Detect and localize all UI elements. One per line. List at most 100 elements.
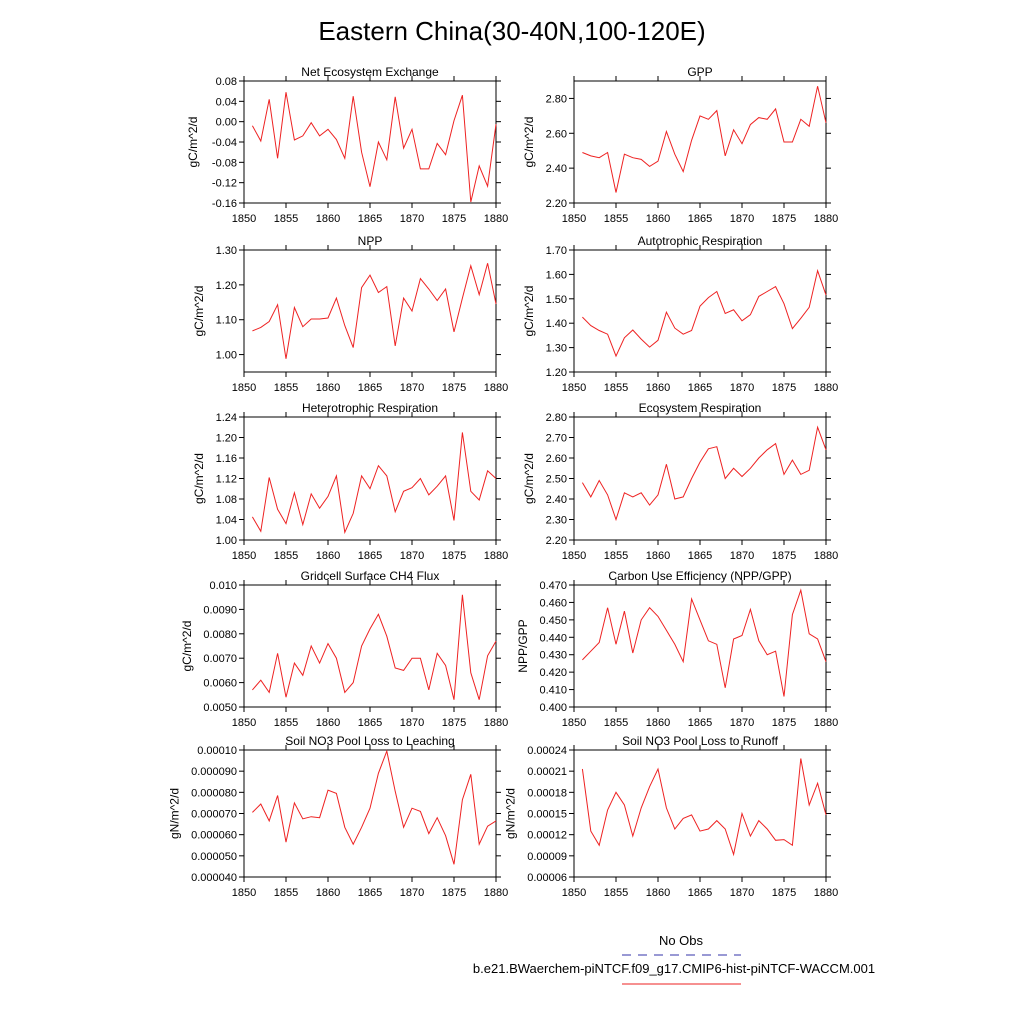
x-tick-label: 1855 xyxy=(604,213,628,225)
x-tick-label: 1870 xyxy=(730,717,754,729)
y-tick-label: 1.24 xyxy=(216,412,237,424)
x-tick-label: 1875 xyxy=(772,717,796,729)
x-tick-label: 1860 xyxy=(646,717,670,729)
x-tick-label: 1865 xyxy=(358,550,382,562)
x-tick-label: 1875 xyxy=(442,550,466,562)
y-tick-label: 2.20 xyxy=(546,198,567,210)
x-tick-label: 1880 xyxy=(484,887,508,899)
y-tick-label: 0.460 xyxy=(539,597,567,609)
x-tick-label: 1855 xyxy=(604,717,628,729)
x-tick-label: 1880 xyxy=(814,550,838,562)
x-tick-label: 1875 xyxy=(442,887,466,899)
y-axis-label: gC/m^2/d xyxy=(522,117,536,168)
y-axis-label: gC/m^2/d xyxy=(522,453,536,504)
panel-title: Gridcell Surface CH4 Flux xyxy=(301,569,440,583)
y-tick-label: 1.04 xyxy=(216,515,237,527)
panel-grid: Net Ecosystem Exchange 1850 1855 1860 1865 18… xyxy=(167,65,838,899)
y-tick-label: 1.20 xyxy=(216,280,237,292)
y-tick-label: 2.20 xyxy=(546,535,567,547)
panel-title: Soil NO3 Pool Loss to Runoff xyxy=(622,734,779,748)
x-tick-label: 1870 xyxy=(730,887,754,899)
y-tick-label: 0.00012 xyxy=(527,830,567,842)
y-tick-label: 1.70 xyxy=(546,245,567,257)
legend-label-no-obs: No Obs xyxy=(659,933,704,948)
legend: No Obs b.e21.BWaerchem-piNTCF.f09_g17.CM… xyxy=(473,933,875,985)
y-tick-label: 0.0090 xyxy=(203,604,237,616)
x-tick-label: 1850 xyxy=(562,550,586,562)
x-tick-label: 1850 xyxy=(562,887,586,899)
y-tick-label: 1.30 xyxy=(546,343,567,355)
y-tick-label: 0.00010 xyxy=(197,745,237,757)
series-line xyxy=(252,594,497,700)
plot-frame xyxy=(573,249,827,373)
x-tick-label: 1865 xyxy=(358,717,382,729)
y-tick-label: 1.60 xyxy=(546,269,567,281)
x-tick-label: 1870 xyxy=(400,550,424,562)
y-tick-label: 0.000090 xyxy=(191,766,237,778)
y-tick-label: 0.000070 xyxy=(191,809,237,821)
panel-gpp: GPP 1850 1855 1860 1865 1870 1875 1880 2.20 2.40 2… xyxy=(522,65,838,225)
plot-frame xyxy=(243,249,497,373)
y-axis-label: gC/m^2/d xyxy=(192,453,206,504)
plot-frame xyxy=(573,749,827,878)
y-axis-label: NPP/GPP xyxy=(516,619,530,672)
x-tick-label: 1855 xyxy=(274,213,298,225)
x-tick-label: 1880 xyxy=(484,550,508,562)
y-tick-label: 1.16 xyxy=(216,453,237,465)
y-tick-label: 2.70 xyxy=(546,433,567,445)
panel-npp: NPP 1850 1855 1860 1865 1870 1875 1880 1.00 1.10 1… xyxy=(192,234,508,394)
panel-title: Heterotrophic Respiration xyxy=(302,401,438,415)
y-tick-label: 2.80 xyxy=(546,412,567,424)
y-tick-label: 0.000050 xyxy=(191,851,237,863)
y-tick-label: 0.420 xyxy=(539,667,567,679)
y-tick-label: 1.50 xyxy=(546,294,567,306)
x-tick-label: 1875 xyxy=(772,213,796,225)
y-tick-label: 0.450 xyxy=(539,615,567,627)
x-tick-label: 1865 xyxy=(688,550,712,562)
x-tick-label: 1865 xyxy=(688,717,712,729)
x-tick-label: 1855 xyxy=(274,717,298,729)
y-tick-label: 0.440 xyxy=(539,632,567,644)
panel-title: Net Ecosystem Exchange xyxy=(301,65,439,79)
panel-gridcell-surface-ch4-flux: Gridcell Surface CH4 Flux 1850 1855 1860 186… xyxy=(180,569,508,729)
y-tick-label: 0.00 xyxy=(216,117,237,129)
x-tick-label: 1875 xyxy=(772,887,796,899)
y-tick-label: 0.0070 xyxy=(203,653,237,665)
y-tick-label: -0.08 xyxy=(212,157,237,169)
x-tick-label: 1860 xyxy=(316,382,340,394)
x-tick-label: 1870 xyxy=(730,382,754,394)
x-tick-label: 1850 xyxy=(232,887,256,899)
y-tick-label: -0.12 xyxy=(212,178,237,190)
y-axis-label: gN/m^2/d xyxy=(167,788,181,839)
x-tick-label: 1855 xyxy=(604,887,628,899)
x-tick-label: 1875 xyxy=(442,213,466,225)
plot-frame xyxy=(243,749,497,878)
y-axis-label: gN/m^2/d xyxy=(504,788,518,839)
x-tick-label: 1865 xyxy=(688,887,712,899)
y-tick-label: 0.470 xyxy=(539,580,567,592)
y-tick-label: 0.00024 xyxy=(527,745,567,757)
y-tick-label: 2.60 xyxy=(546,128,567,140)
x-tick-label: 1850 xyxy=(562,213,586,225)
x-tick-label: 1850 xyxy=(232,382,256,394)
x-tick-label: 1860 xyxy=(316,213,340,225)
series-line xyxy=(582,268,827,358)
y-tick-label: 0.000080 xyxy=(191,787,237,799)
x-tick-label: 1850 xyxy=(232,213,256,225)
series-line xyxy=(251,432,497,535)
panel-soil-no3-pool-loss-to-leaching: Soil NO3 Pool Loss to Leaching 1850 1855 18… xyxy=(167,734,508,899)
x-tick-label: 1860 xyxy=(646,550,670,562)
y-tick-label: 1.00 xyxy=(216,535,237,547)
y-axis-label: gC/m^2/d xyxy=(522,286,536,337)
series-line xyxy=(581,425,827,522)
y-tick-label: 2.60 xyxy=(546,453,567,465)
x-tick-label: 1855 xyxy=(274,550,298,562)
y-tick-label: -0.16 xyxy=(212,198,237,210)
x-tick-label: 1870 xyxy=(400,717,424,729)
y-tick-label: 2.50 xyxy=(546,474,567,486)
x-tick-label: 1855 xyxy=(604,382,628,394)
panel-carbon-use-efficiency-npp-gpp: Carbon Use Efficiency (NPP/GPP) 1850 1855 1… xyxy=(516,569,838,729)
y-tick-label: 0.400 xyxy=(539,702,567,714)
plot-frame xyxy=(573,584,827,708)
x-tick-label: 1850 xyxy=(562,717,586,729)
